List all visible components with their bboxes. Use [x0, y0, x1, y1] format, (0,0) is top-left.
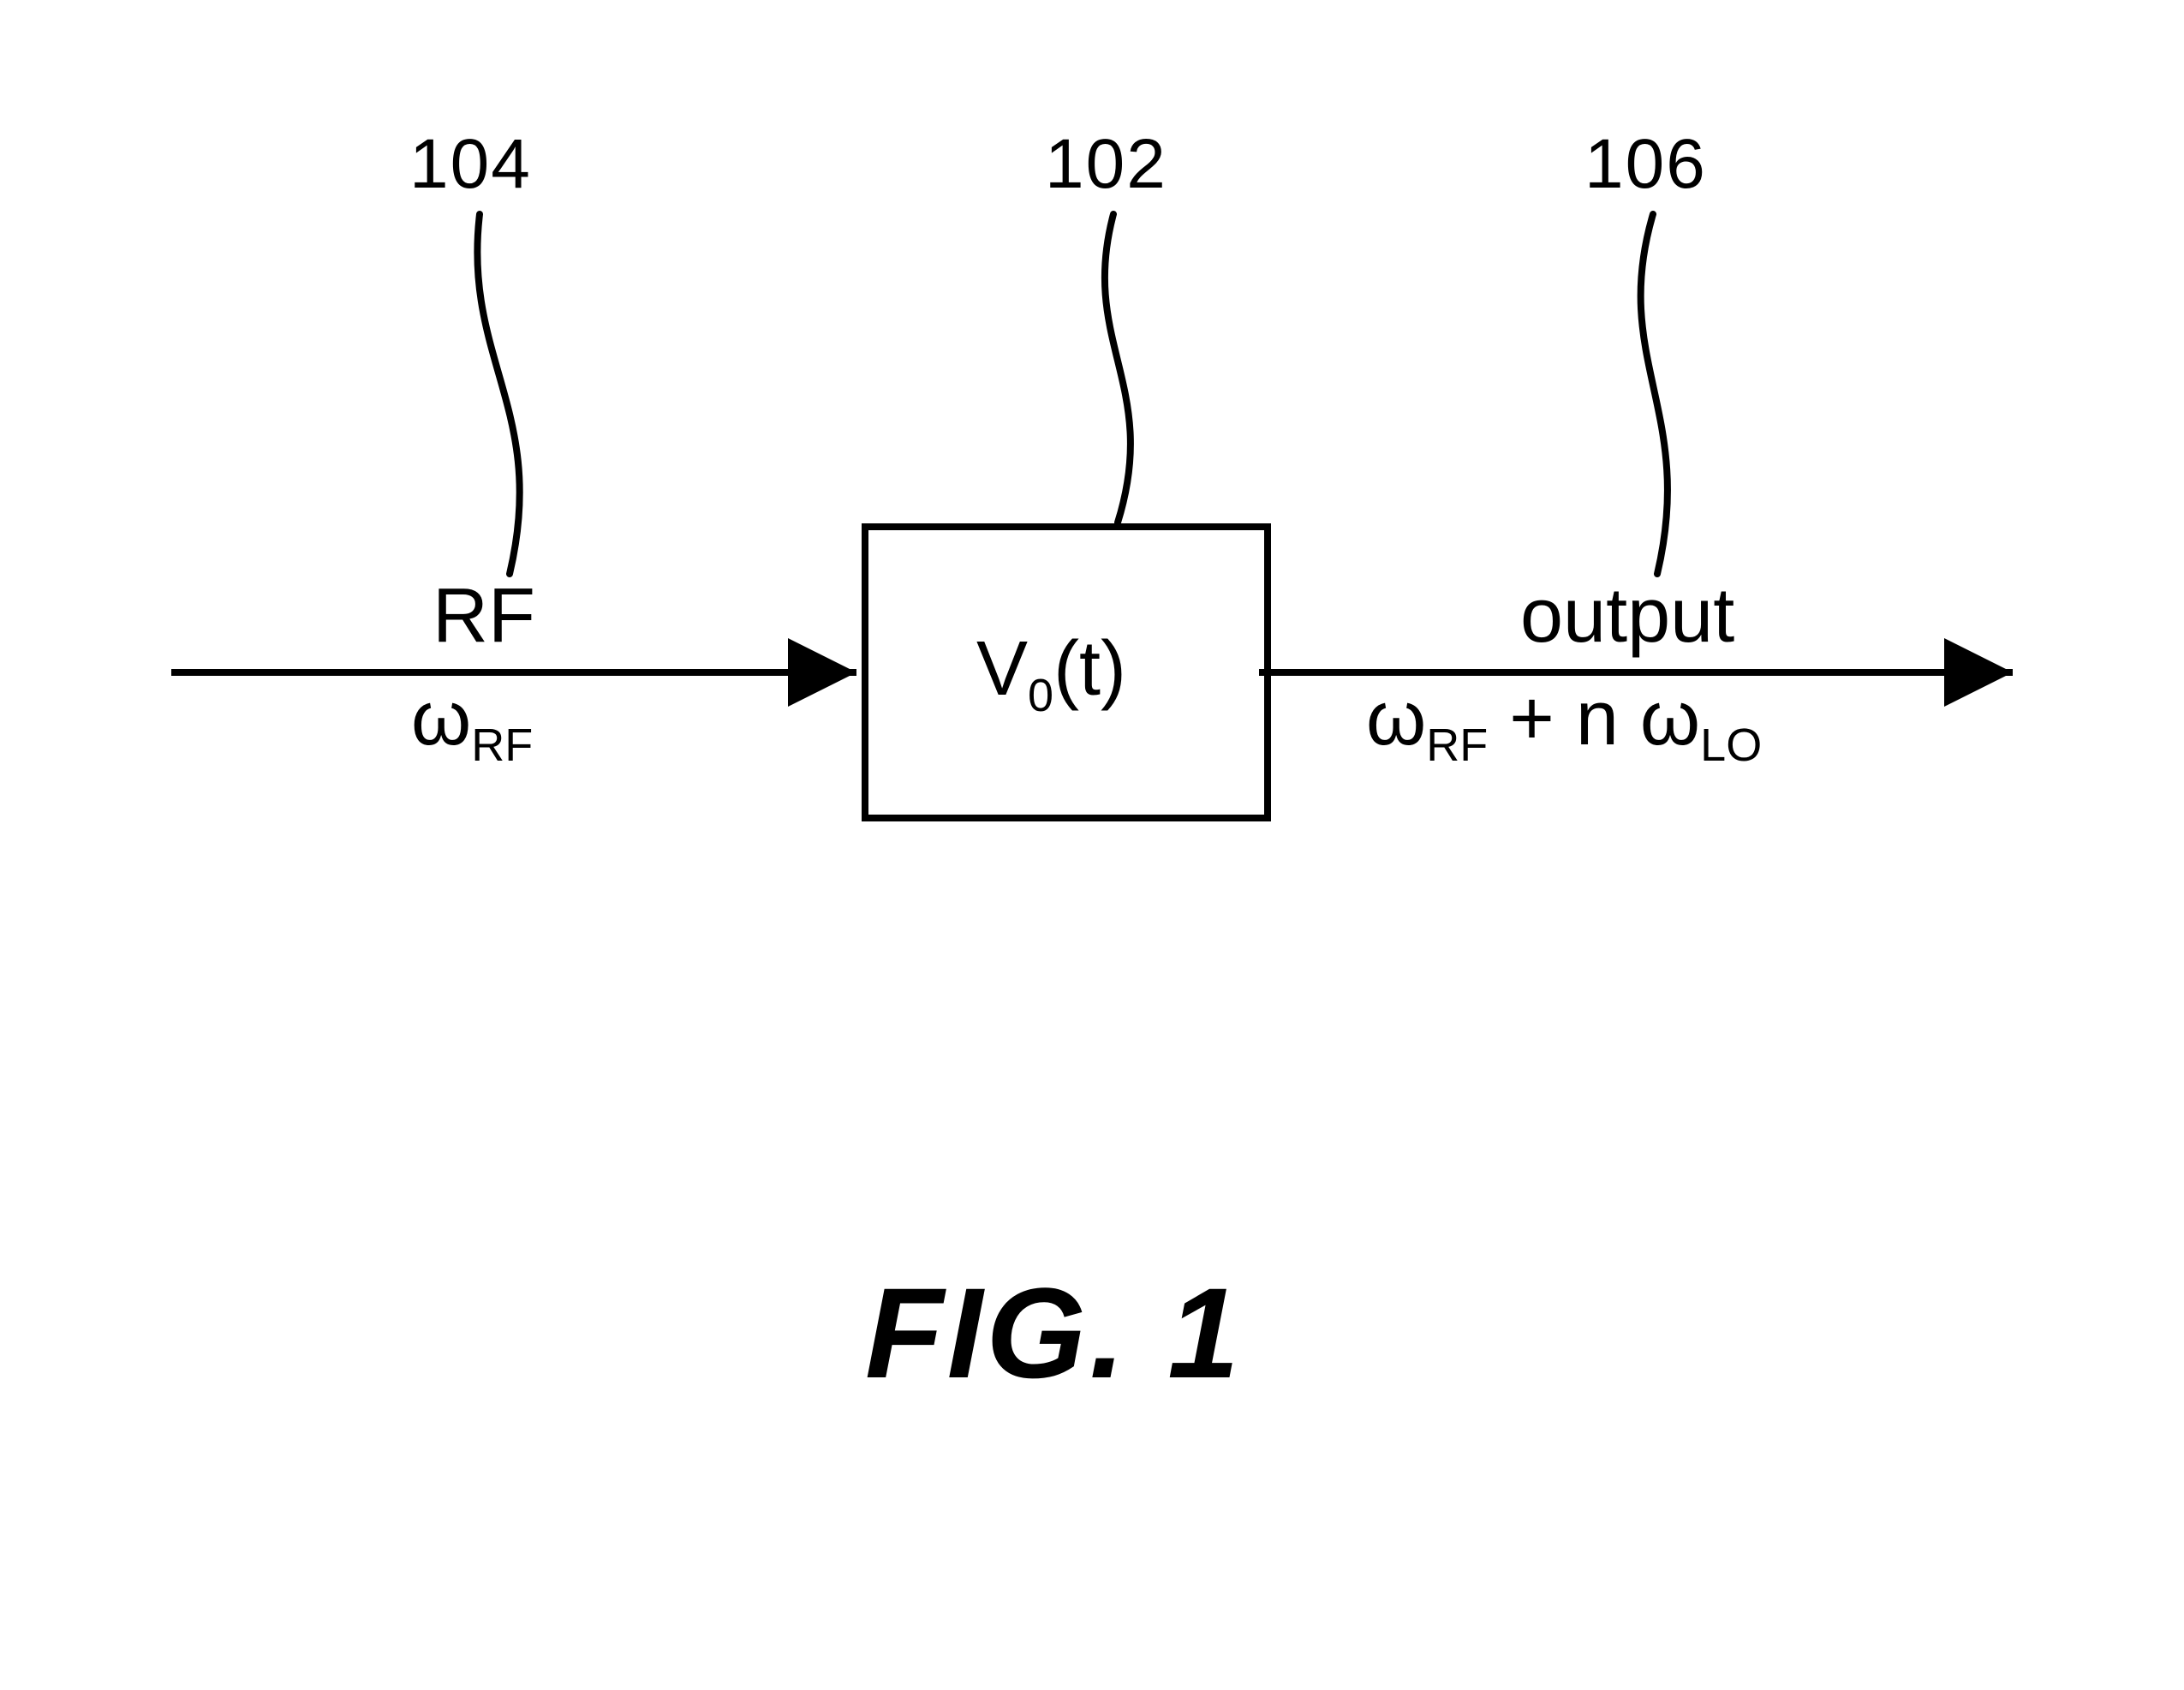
input-signal-bottom: ωRF [411, 677, 533, 771]
block-label: V0(t) [976, 625, 1126, 722]
input-signal-top: RF [433, 574, 535, 659]
figure-caption: FIG. 1 [865, 1259, 1243, 1407]
ref-label-center: 102 [1045, 124, 1167, 205]
ref-label-right: 106 [1584, 124, 1707, 205]
output-signal-bottom: ωRF + n ωLO [1366, 677, 1762, 771]
output-signal-top: output [1520, 574, 1734, 659]
ref-label-left: 104 [409, 124, 532, 205]
diagram-svg [0, 0, 2184, 1690]
diagram-container: 104 102 106 RF ωRF V0(t) output ωRF + n … [0, 0, 2184, 1690]
